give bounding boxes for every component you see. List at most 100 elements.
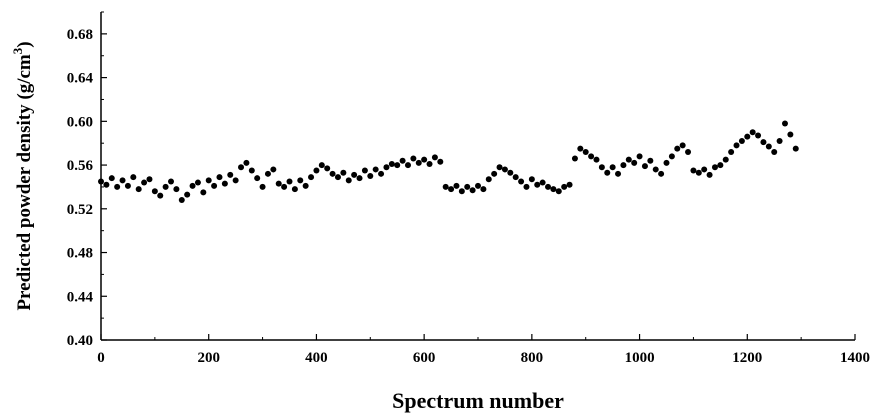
plot-area: 0 200 400 600 800 1000 1200 1400 0.400.440.480.… (67, 11, 870, 366)
data-point (717, 162, 724, 169)
data-point (469, 187, 476, 194)
data-point (162, 183, 169, 190)
data-point (631, 159, 638, 166)
data-point (216, 174, 223, 181)
data-point (690, 167, 697, 174)
y-tick-label: 0.48 (67, 246, 93, 262)
data-point (507, 169, 514, 176)
data-point (135, 186, 142, 193)
data-point (437, 158, 444, 165)
data-point (663, 159, 670, 166)
data-point (615, 170, 622, 177)
data-point (200, 189, 207, 196)
data-point (415, 159, 422, 166)
data-point (313, 167, 320, 174)
data-point (491, 170, 498, 177)
data-point (378, 170, 385, 177)
data-point (404, 162, 411, 169)
data-point (254, 175, 261, 182)
data-point (108, 175, 115, 182)
data-point (458, 188, 465, 195)
data-point (545, 183, 552, 190)
data-point (706, 171, 713, 178)
data-point (755, 132, 762, 139)
data-point (194, 179, 201, 186)
data-point (151, 188, 158, 195)
data-point (448, 186, 455, 193)
data-point (442, 183, 449, 190)
data-point (636, 153, 643, 160)
data-point (561, 183, 568, 190)
data-point (539, 179, 546, 186)
data-point (281, 183, 288, 190)
data-point (334, 174, 341, 181)
data-point (571, 155, 578, 162)
data-point (711, 164, 718, 171)
data-point (308, 174, 315, 181)
x-axis-title: Spectrum number (392, 388, 564, 413)
x-tick-label: 800 (521, 350, 544, 366)
data-point (259, 183, 266, 190)
data-point (733, 142, 740, 149)
data-point (178, 197, 185, 204)
x-tick-label: 200 (197, 350, 220, 366)
data-point (787, 131, 794, 138)
data-point (453, 182, 460, 189)
data-point (668, 153, 675, 160)
data-point (361, 167, 368, 174)
data-point (356, 175, 363, 182)
data-point (124, 182, 131, 189)
data-point (372, 166, 379, 173)
data-point (480, 186, 487, 193)
data-point (744, 133, 751, 140)
y-axis-title-superscript: 3 (10, 47, 25, 54)
y-tick-label: 0.52 (67, 202, 93, 218)
data-point (582, 148, 589, 155)
data-point (679, 142, 686, 149)
data-point (232, 177, 239, 184)
data-point (426, 160, 433, 167)
data-point (738, 138, 745, 145)
data-point (604, 169, 611, 176)
y-tick-label: 0.64 (67, 71, 94, 87)
data-point (367, 173, 374, 179)
data-point (722, 156, 729, 163)
data-point (695, 169, 702, 176)
y-tick-label: 0.60 (67, 114, 93, 130)
data-point (302, 182, 309, 189)
data-point (383, 164, 390, 171)
data-point (485, 176, 492, 183)
x-tick-label: 1400 (840, 350, 870, 366)
data-point (248, 167, 255, 174)
data-point (776, 138, 783, 145)
data-point (318, 162, 325, 169)
data-point (625, 156, 632, 163)
y-tick-label: 0.40 (67, 333, 93, 349)
data-point (641, 163, 648, 170)
data-point (685, 148, 692, 155)
data-point (518, 178, 525, 185)
data-point (103, 181, 110, 188)
data-point (168, 178, 175, 185)
data-point (765, 143, 772, 150)
data-point (98, 178, 104, 185)
y-axis-title: Predicted powder density (g/cm3) (10, 41, 35, 310)
data-point (340, 169, 347, 176)
data-point (189, 182, 196, 189)
data-point (598, 164, 605, 171)
data-point (566, 181, 573, 188)
data-point (275, 180, 282, 187)
x-tick-label: 400 (305, 350, 328, 366)
data-point (410, 155, 417, 162)
data-point (555, 188, 562, 195)
data-point (173, 186, 180, 193)
x-tick-label: 1000 (625, 350, 655, 366)
data-point (227, 171, 234, 178)
y-ticks: 0.40 0.44 0.48 0.52 0.56 0.60 0.64 0.68 (67, 11, 107, 349)
x-tick-label: 1200 (732, 350, 762, 366)
data-point (609, 164, 616, 171)
data-point (421, 156, 428, 163)
data-point (475, 182, 481, 189)
data-point (534, 181, 541, 188)
data-point (270, 166, 277, 173)
